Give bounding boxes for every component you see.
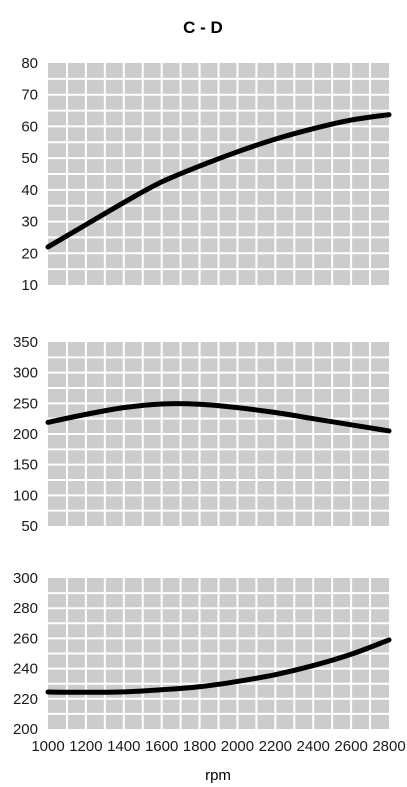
x-axis-label: rpm xyxy=(205,767,231,784)
y-tick-label: 260 xyxy=(13,630,38,647)
y-tick-label: 40 xyxy=(21,182,38,199)
y-tick-label: 350 xyxy=(13,334,38,351)
y-tick-label: 100 xyxy=(13,487,38,504)
x-tick-label: 1400 xyxy=(107,738,140,755)
y-tick-label: 10 xyxy=(21,277,38,294)
x-tick-label: 2600 xyxy=(334,738,367,755)
y-tick-label: 220 xyxy=(13,691,38,708)
x-tick-label: 2800 xyxy=(372,738,405,755)
y-tick-label: 240 xyxy=(13,661,38,678)
x-tick-label: 1800 xyxy=(183,738,216,755)
x-tick-label: 1000 xyxy=(31,738,64,755)
x-tick-label: 1600 xyxy=(145,738,178,755)
chart-panel-1: 80 70 60 50 40 30 20 10 xyxy=(21,55,392,294)
chart-panel-2: 350 300 250 200 150 100 50 xyxy=(13,334,392,535)
x-tick-label: 1200 xyxy=(69,738,102,755)
y-tick-label: 300 xyxy=(13,570,38,587)
chart-title: C - D xyxy=(183,18,223,37)
series-line-3-1 xyxy=(45,637,392,695)
y-tick-label: 30 xyxy=(21,214,38,231)
x-tick-label: 2000 xyxy=(221,738,254,755)
y-tick-label: 50 xyxy=(21,518,38,535)
y-tick-label: 150 xyxy=(13,457,38,474)
y-tick-label: 200 xyxy=(13,426,38,443)
x-axis-ticks: 1000 1200 1400 1600 1800 2000 2200 2400 2600 2800 xyxy=(31,738,405,755)
y-tick-label: 50 xyxy=(21,150,38,167)
y-tick-label: 200 xyxy=(13,721,38,738)
x-tick-label: 2200 xyxy=(259,738,292,755)
y-tick-label: 300 xyxy=(13,365,38,382)
chart-panels: 80 70 60 50 40 30 20 10 350 300 250 200 150 100 50 300 2… xyxy=(13,55,392,738)
y-tick-label: 80 xyxy=(21,55,38,72)
y-tick-label: 70 xyxy=(21,87,38,104)
y-tick-label: 280 xyxy=(13,600,38,617)
y-tick-label: 20 xyxy=(21,245,38,262)
x-tick-label: 2400 xyxy=(297,738,330,755)
series-line-1-1 xyxy=(45,112,392,250)
y-tick-label: 250 xyxy=(13,395,38,412)
chart-panel-3: 300 280 260 240 220 200 xyxy=(13,570,392,738)
series-line-2-1 xyxy=(45,401,392,434)
y-tick-label: 60 xyxy=(21,118,38,135)
